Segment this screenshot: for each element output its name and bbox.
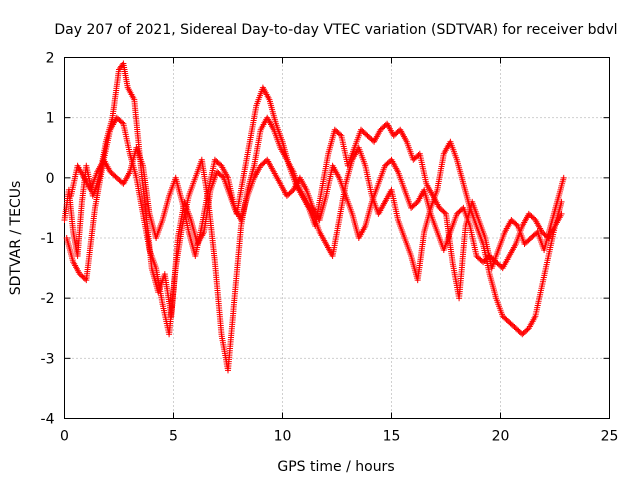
x-tick-label: 25 [601,429,619,445]
data-point-marker [558,198,565,205]
series-track-a [61,60,567,320]
x-tick-label: 5 [169,429,178,445]
y-tick-label: -3 [41,351,55,367]
data-marks [61,60,567,374]
y-tick-label: -1 [41,231,55,247]
x-tick-label: 0 [60,429,69,445]
x-tick-label: 15 [383,429,401,445]
axis-ticks: 0 5 10 15 20 25 -4 -3 -2 -1 0 1 2 [41,51,619,445]
data-point-marker [513,221,520,228]
x-tick-label: 20 [492,429,510,445]
y-tick-label: 1 [46,111,55,127]
chart-title: Day 207 of 2021, Sidereal Day-to-day VTE… [54,22,617,38]
y-tick-label: -2 [41,291,55,307]
grid [64,57,610,419]
data-point-marker [337,131,344,138]
y-axis-label: SDTVAR / TECUs [8,181,24,296]
data-point-marker [558,210,565,217]
x-axis-label: GPS time / hours [277,459,394,475]
x-tick-label: 10 [274,429,292,445]
y-tick-label: 0 [46,171,55,187]
data-point-marker [441,209,448,216]
y-tick-label: 2 [46,51,55,67]
y-tick-label: -4 [41,412,55,428]
data-point-marker [119,119,126,126]
series-track-c [68,144,565,272]
data-point-marker [560,174,567,181]
